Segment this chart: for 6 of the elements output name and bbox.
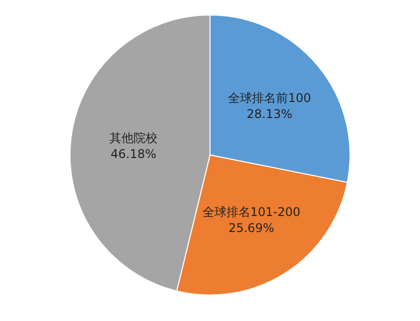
data-label: 46.18% [110, 146, 156, 161]
slice-label: 全球排名101-200 [202, 204, 300, 219]
slice-label: 其他院校 [110, 130, 158, 145]
data-label: 25.69% [228, 220, 274, 235]
data-label: 28.13% [246, 107, 292, 122]
slice-label: 全球排名前100 [228, 91, 311, 106]
